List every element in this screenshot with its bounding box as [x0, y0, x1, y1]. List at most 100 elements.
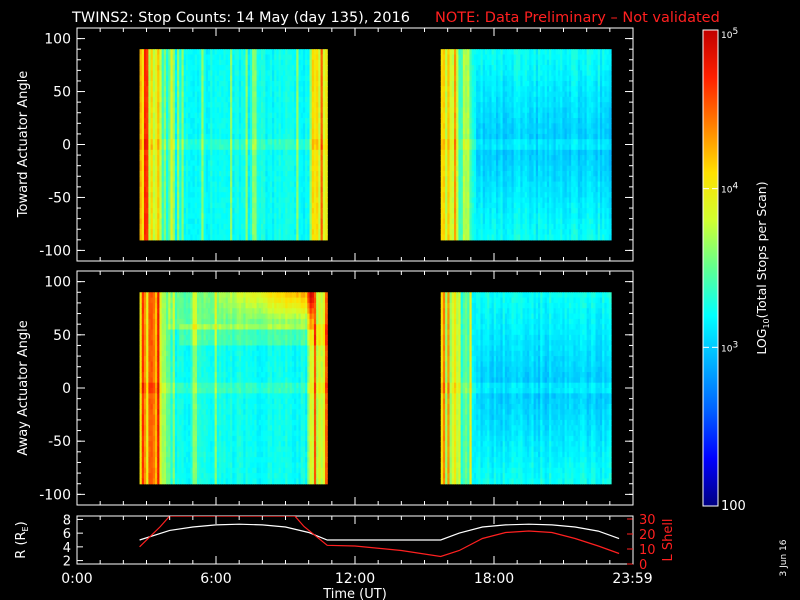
heatmap-cell: [263, 229, 266, 236]
heatmap-cell: [551, 91, 555, 98]
heatmap-cell: [551, 192, 555, 199]
heatmap-cell: [478, 218, 482, 225]
heatmap-cell: [283, 91, 286, 98]
heatmap-cell: [291, 118, 295, 124]
heatmap-cell: [223, 176, 227, 183]
heatmap-cell: [324, 118, 328, 124]
heatmap-cell: [199, 229, 202, 236]
heatmap-cell: [194, 229, 198, 236]
heatmap-cell: [465, 160, 468, 167]
heatmap-cell: [493, 176, 497, 183]
heatmap-cell: [269, 165, 273, 172]
heatmap-cell: [515, 80, 519, 87]
heatmap-cell: [460, 234, 464, 241]
heatmap-cell: [289, 192, 293, 199]
heatmap-cell: [518, 59, 521, 66]
heatmap-cell: [207, 165, 211, 172]
heatmap-cell: [230, 49, 233, 56]
heatmap-cell: [181, 91, 185, 98]
heatmap-cell: [243, 155, 247, 161]
heatmap-cell: [280, 96, 284, 103]
heatmap-cell: [484, 181, 488, 188]
heatmap-cell: [300, 102, 304, 109]
heatmap-cell: [487, 213, 490, 220]
heatmap-cell: [522, 49, 526, 56]
heatmap-cell: [535, 59, 539, 66]
heatmap-cell: [234, 91, 238, 98]
heatmap-cell: [498, 160, 502, 167]
heatmap-cell: [161, 218, 165, 225]
heatmap-cell: [484, 213, 488, 220]
heatmap-cell: [313, 96, 317, 103]
heatmap-cell: [199, 144, 202, 151]
heatmap-cell: [469, 70, 473, 77]
heatmap-cell: [449, 197, 453, 204]
heatmap-cell: [163, 118, 167, 124]
heatmap-cell: [456, 70, 460, 77]
heatmap-cell: [205, 149, 209, 156]
heatmap-cell: [453, 234, 457, 241]
heatmap-cell: [496, 223, 499, 230]
heatmap-cell: [166, 149, 169, 156]
heatmap-cell: [313, 160, 317, 167]
heatmap-cell: [241, 181, 244, 188]
heatmap-cell: [143, 86, 147, 93]
heatmap-cell: [148, 213, 152, 220]
heatmap-cell: [232, 155, 236, 161]
heatmap-cell: [274, 192, 278, 199]
heatmap-cell: [531, 118, 535, 124]
heatmap-cell: [482, 202, 486, 209]
heatmap-cell: [150, 208, 154, 214]
heatmap-cell: [196, 123, 200, 130]
heatmap-cell: [504, 123, 508, 130]
heatmap-cell: [540, 234, 544, 241]
heatmap-cell: [324, 234, 328, 241]
heatmap-cell: [491, 176, 495, 183]
heatmap-cell: [533, 112, 537, 119]
heatmap-cell: [478, 208, 482, 214]
heatmap-cell: [254, 49, 258, 56]
heatmap-cell: [289, 102, 293, 109]
heatmap-cell: [196, 54, 200, 61]
heatmap-cell: [172, 155, 176, 161]
heatmap-cell: [546, 170, 550, 177]
heatmap-cell: [487, 160, 490, 167]
heatmap-cell: [467, 59, 471, 66]
heatmap-cell: [551, 213, 555, 220]
heatmap-cell: [172, 133, 176, 140]
heatmap-cell: [507, 123, 510, 130]
heatmap-cell: [216, 229, 220, 236]
heatmap-cell: [278, 170, 282, 177]
heatmap-cell: [225, 123, 229, 130]
heatmap-cell: [456, 213, 460, 220]
heatmap-cell: [247, 197, 251, 204]
heatmap-cell: [478, 128, 482, 135]
heatmap-cell: [442, 80, 446, 87]
heatmap-cell: [487, 223, 490, 230]
heatmap-cell: [518, 160, 521, 167]
heatmap-cell: [546, 96, 550, 103]
heatmap-cell: [252, 192, 255, 199]
heatmap-cell: [269, 91, 273, 98]
heatmap-cell: [283, 208, 286, 214]
heatmap-cell: [150, 128, 154, 135]
heatmap-cell: [139, 160, 143, 167]
heatmap-cell: [504, 65, 508, 71]
heatmap-cell: [487, 144, 490, 151]
heatmap-cell: [518, 186, 521, 193]
heatmap-cell: [210, 139, 213, 146]
heatmap-cell: [247, 155, 251, 161]
heatmap-cell: [166, 112, 169, 119]
heatmap-cell: [316, 229, 319, 236]
heatmap-cell: [320, 139, 324, 146]
heatmap-cell: [294, 213, 297, 220]
heatmap-cell: [161, 213, 165, 220]
heatmap-cell: [484, 223, 488, 230]
heatmap-cell: [285, 96, 289, 103]
heatmap-cell: [199, 149, 202, 156]
heatmap-cell: [194, 186, 198, 193]
heatmap-cell: [513, 144, 517, 151]
heatmap-cell: [278, 112, 282, 119]
heatmap-cell: [294, 80, 297, 87]
heatmap-cell: [272, 96, 275, 103]
